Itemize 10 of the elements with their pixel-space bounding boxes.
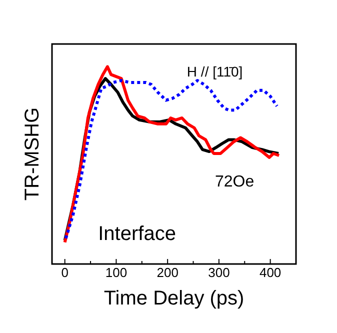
x-axis-title: Time Delay (ps) [104,288,244,310]
x-tick-label: 300 [208,265,230,280]
x-tick-label: 400 [259,265,282,280]
annotation: 72Oe [214,174,254,191]
x-tick-label: 100 [105,265,128,280]
annotation: H // [11̄0] [186,63,243,80]
y-axis-title: TR-MSHG [22,107,44,201]
annotation: Interface [98,222,176,245]
x-tick-label: 0 [61,265,68,280]
x-tick-label: 200 [156,265,178,280]
